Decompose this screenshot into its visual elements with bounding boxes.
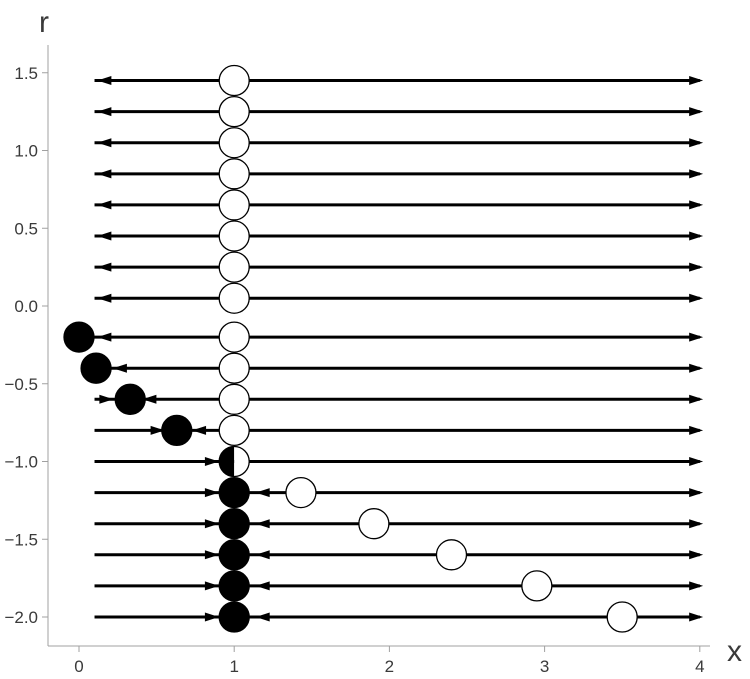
fixed-point-half-open <box>234 446 250 477</box>
fixed-point-unstable <box>606 601 638 633</box>
fixed-point-unstable <box>285 476 317 509</box>
flow-arrow-left <box>97 231 112 241</box>
fixed-point-unstable <box>218 95 250 128</box>
flow-arrow-left <box>97 107 112 117</box>
flow-arrow-right <box>689 550 704 560</box>
y-tick-label: 1.0 <box>14 142 38 161</box>
flow-arrow-left <box>142 394 157 404</box>
flow-arrow-left <box>97 138 112 148</box>
flow-arrow-left <box>97 200 112 210</box>
fixed-point-unstable <box>218 352 250 384</box>
flow-arrow-left <box>255 519 270 529</box>
flow-arrow-right <box>689 293 704 303</box>
flow-arrow-right <box>689 394 704 404</box>
flow-arrow-right <box>689 262 704 272</box>
flow-arrow-right <box>689 457 704 466</box>
x-axis-title: x <box>727 635 742 668</box>
fixed-point-unstable <box>218 383 250 415</box>
fixed-point-unstable <box>218 282 250 314</box>
flow-arrow-right <box>689 200 704 210</box>
y-tick-label: −1.5 <box>4 530 38 549</box>
flow-arrow-left <box>97 293 112 303</box>
fixed-point-group <box>63 64 638 633</box>
flow-arrow-right <box>689 169 704 179</box>
flow-arrow-right <box>689 425 704 435</box>
y-tick-label: −1.0 <box>4 453 38 472</box>
fixed-point-unstable <box>218 189 250 221</box>
fixed-point-stable <box>218 601 250 633</box>
flow-arrow-left <box>192 425 207 435</box>
fixed-point-half-solid <box>219 446 235 477</box>
fixed-point-stable <box>218 570 250 602</box>
flow-arrow-right <box>204 612 219 622</box>
flow-arrow-right <box>689 332 704 342</box>
flow-arrow-right <box>689 612 704 622</box>
fixed-point-unstable <box>358 508 390 540</box>
flow-arrow-right <box>689 363 704 373</box>
flow-arrow-left <box>255 612 270 622</box>
y-tick-label: −0.5 <box>4 375 38 394</box>
fixed-point-stable <box>218 476 250 509</box>
flow-arrow-right <box>689 138 704 148</box>
fixed-point-unstable <box>521 570 553 602</box>
flow-arrow-right <box>689 107 704 117</box>
y-axis-title: r <box>39 6 49 39</box>
flow-arrow-left <box>255 550 270 560</box>
fixed-point-unstable <box>218 127 250 159</box>
fixed-point-stable <box>114 383 146 415</box>
fixed-point-stable <box>218 539 250 571</box>
flow-arrow-right <box>689 76 704 86</box>
fixed-point-stable <box>218 508 250 540</box>
flow-arrow-right <box>689 519 704 529</box>
flow-arrow-left <box>97 169 112 179</box>
flow-arrow-right <box>150 425 165 435</box>
fixed-point-unstable <box>218 251 250 283</box>
flow-arrow-left <box>112 363 127 373</box>
flow-arrow-left <box>255 581 270 591</box>
y-tick-label: 0.5 <box>14 219 38 238</box>
fixed-point-unstable <box>218 220 250 252</box>
fixed-point-unstable <box>218 64 250 97</box>
fixed-point-stable <box>161 414 193 447</box>
x-tick-label: 3 <box>540 657 549 676</box>
y-tick-label: 0.0 <box>14 297 38 316</box>
x-tick-label: 2 <box>385 657 394 676</box>
x-tick-label: 4 <box>695 657 704 676</box>
flow-arrow-left <box>97 332 112 342</box>
flow-arrow-right <box>689 581 704 591</box>
phase-line-group <box>79 76 704 622</box>
fixed-point-stable <box>80 352 112 384</box>
fixed-point-unstable <box>435 539 468 571</box>
axes: x r <box>39 6 742 668</box>
flow-arrow-right <box>204 519 219 529</box>
tick-group: 0 1 2 3 4 1.5 1.0 0.5 0.0 −0.5 −1.0 −1.5 −2.0 <box>4 64 704 676</box>
fixed-point-unstable <box>218 158 250 190</box>
fixed-point-half <box>218 445 250 478</box>
flow-arrow-right <box>204 457 219 466</box>
flow-arrow-left <box>255 488 270 498</box>
flow-arrow-right <box>204 581 219 591</box>
fixed-point-unstable <box>218 321 250 353</box>
y-tick-label: −2.0 <box>4 608 38 627</box>
flow-arrow-right <box>689 231 704 241</box>
flow-arrow-right <box>204 488 219 498</box>
flow-arrow-left <box>97 76 112 86</box>
flow-arrow-right <box>204 550 219 560</box>
flow-arrow-right <box>689 488 704 498</box>
x-tick-label: 1 <box>229 657 238 676</box>
fixed-point-stable <box>63 321 95 353</box>
fixed-point-unstable <box>218 414 250 447</box>
x-tick-label: 0 <box>74 657 83 676</box>
y-tick-label: 1.5 <box>14 64 38 83</box>
flow-arrow-right <box>99 394 114 404</box>
flow-arrow-left <box>97 262 112 272</box>
